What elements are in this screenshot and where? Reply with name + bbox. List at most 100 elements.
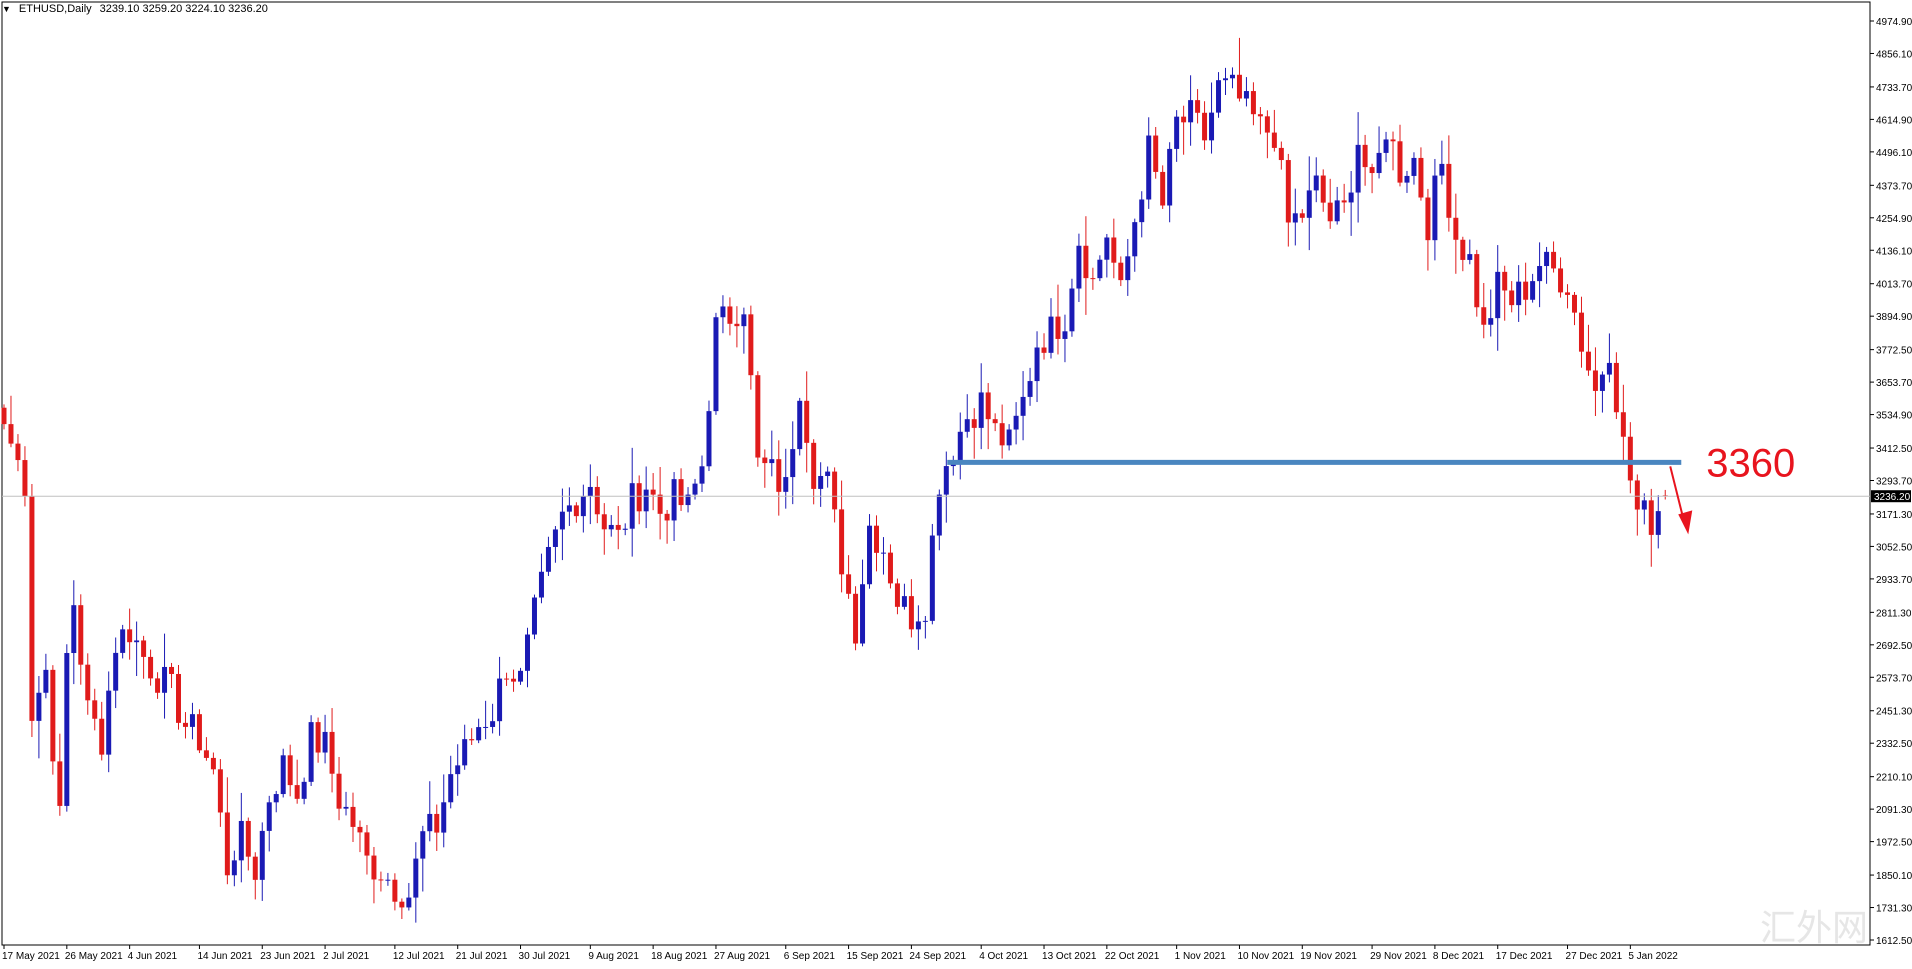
x-tick-label: 13 Oct 2021 <box>1042 951 1097 962</box>
down-arrow-icon <box>1669 466 1686 523</box>
candle-body <box>1202 112 1208 141</box>
candle-body <box>1041 347 1047 353</box>
chart-header: ▼ ETHUSD,Daily 3239.10 3259.20 3224.10 3… <box>2 3 268 15</box>
candle-body <box>497 678 503 722</box>
x-tick-label: 17 May 2021 <box>2 951 60 962</box>
candle-body <box>622 528 628 530</box>
x-tick-label: 5 Jan 2022 <box>1628 951 1678 962</box>
candle-body <box>1139 199 1145 223</box>
candle-body <box>1502 271 1508 291</box>
candle-body <box>1125 256 1131 281</box>
candle-body <box>1264 116 1270 133</box>
candle-body <box>867 525 873 585</box>
candle-body <box>1460 239 1466 260</box>
candle-body <box>734 323 740 327</box>
x-tick-label: 29 Nov 2021 <box>1370 951 1427 962</box>
candle-body <box>531 597 537 635</box>
candle-body <box>566 505 572 512</box>
candle-body <box>525 634 530 671</box>
candle-body <box>713 317 719 412</box>
y-tick-label: 4496.10 <box>1876 148 1912 159</box>
candle-body <box>1236 74 1242 99</box>
candle-body <box>1167 148 1173 206</box>
y-tick-label: 4856.10 <box>1876 49 1912 60</box>
candle-body <box>1341 200 1347 203</box>
y-tick-label: 1850.10 <box>1876 871 1912 882</box>
candle-body <box>908 596 914 630</box>
candle-body <box>860 584 866 644</box>
candle-body <box>308 722 314 782</box>
y-tick-label: 2091.30 <box>1876 805 1912 816</box>
candle-body <box>825 471 831 476</box>
collapse-triangle-icon[interactable]: ▼ <box>2 4 11 14</box>
x-tick-label: 21 Jul 2021 <box>456 951 508 962</box>
candle-body <box>846 574 852 594</box>
candle-body <box>1209 112 1215 141</box>
candle-body <box>1376 152 1382 174</box>
candle-body <box>1634 480 1640 510</box>
candle-body <box>301 781 307 799</box>
candle-body <box>678 479 684 506</box>
x-tick-label: 27 Dec 2021 <box>1566 951 1623 962</box>
candle-body <box>113 652 119 691</box>
candle-body <box>971 419 977 428</box>
y-tick-label: 3052.50 <box>1876 542 1912 553</box>
candle-body <box>224 812 230 876</box>
candle-body <box>1153 135 1159 172</box>
y-tick-label: 1972.50 <box>1876 838 1912 849</box>
candle-body <box>894 583 900 607</box>
candle-body <box>1655 511 1661 535</box>
candle-body <box>441 802 447 833</box>
candle-body <box>538 571 544 598</box>
candle-body <box>1027 381 1033 397</box>
candle-body <box>182 722 188 727</box>
y-tick-label: 2332.50 <box>1876 739 1912 750</box>
candle-body <box>1174 116 1180 149</box>
candle-body <box>1160 171 1166 206</box>
candle-body <box>1474 254 1480 308</box>
y-tick-label: 4733.70 <box>1876 83 1912 94</box>
candle-body <box>1362 144 1368 168</box>
y-tick-label: 3293.70 <box>1876 477 1912 488</box>
candle-body <box>210 757 216 770</box>
candle-body <box>322 731 328 753</box>
candle-body <box>818 475 824 489</box>
candle-body <box>1020 396 1026 416</box>
candle-body <box>336 773 342 809</box>
candle-body <box>978 392 984 428</box>
candle-body <box>469 739 475 741</box>
candle-body <box>1620 412 1626 437</box>
y-tick-label: 2573.70 <box>1876 673 1912 684</box>
candle-body <box>1306 190 1312 218</box>
candle-body <box>64 653 70 806</box>
candle-body <box>1537 266 1543 282</box>
x-tick-label: 14 Jun 2021 <box>197 951 252 962</box>
candle-body <box>1334 200 1340 222</box>
candle-body <box>964 419 970 432</box>
candle-body <box>434 813 440 833</box>
candle-body <box>238 820 244 861</box>
candle-body <box>1606 362 1612 375</box>
candle-body <box>169 666 175 674</box>
candle-body <box>1188 100 1194 123</box>
candle-body <box>685 494 691 506</box>
candle-body <box>720 306 726 318</box>
candle-body <box>1216 80 1222 113</box>
candle-body <box>259 830 265 880</box>
candle-body <box>1516 281 1522 306</box>
candle-body <box>399 901 405 908</box>
candle-body <box>245 820 251 857</box>
candle-body <box>874 525 879 553</box>
candle-body <box>1572 294 1577 313</box>
candle-body <box>78 605 84 665</box>
candle-body <box>1076 245 1082 289</box>
candle-body <box>1090 278 1096 280</box>
candle-body <box>1404 175 1410 183</box>
y-tick-label: 3772.50 <box>1876 346 1912 357</box>
candle-body <box>364 832 370 856</box>
candle-body <box>1118 262 1124 281</box>
candle-body <box>1411 157 1417 176</box>
x-tick-label: 9 Aug 2021 <box>588 951 639 962</box>
candle-body <box>671 479 677 521</box>
